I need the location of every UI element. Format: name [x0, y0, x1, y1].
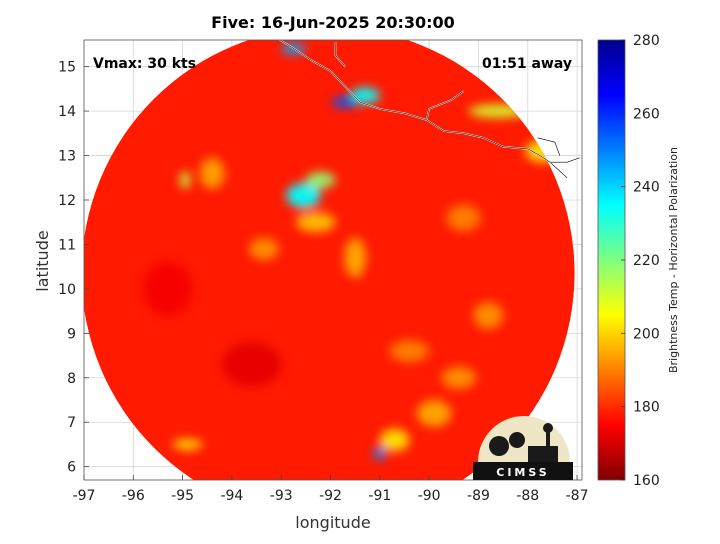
- y-tick-label: 14: [58, 104, 76, 120]
- colorbar-tick-label: 160: [633, 473, 660, 489]
- x-tick-label: -92: [319, 488, 342, 504]
- tb-feature: [296, 212, 336, 233]
- colorbar-label: Brightness Temp - Horizontal Polarizatio…: [667, 147, 680, 373]
- tb-feature: [286, 183, 321, 208]
- x-tick-label: -94: [220, 488, 243, 504]
- cimss-logo-bar: [473, 462, 573, 480]
- x-axis-label: longitude: [295, 513, 370, 532]
- tb-feature: [331, 96, 360, 108]
- cimss-logo-dish-1: [489, 436, 509, 456]
- cimss-logo-dish-2: [509, 432, 525, 448]
- tb-feature: [473, 302, 504, 329]
- y-tick-label: 11: [58, 237, 76, 253]
- tb-feature: [222, 342, 282, 387]
- colorbar-ticks: 280 260 240 220 200 180 160: [621, 33, 660, 489]
- coastline: [278, 40, 580, 179]
- colorbar-tick-label: 260: [633, 106, 660, 122]
- x-axis-ticks: -97 -96 -95 -94 -93 -92 -91 -90 -89 -88 -87: [73, 475, 589, 504]
- tb-feature: [379, 428, 410, 452]
- tb-feature: [373, 446, 386, 461]
- chart-title: Five: 16-Jun-2025 20:30:00: [211, 13, 455, 32]
- y-tick-label: 10: [58, 282, 76, 298]
- y-tick-label: 12: [58, 193, 76, 209]
- x-tick-label: -97: [73, 488, 96, 504]
- colorbar-tick-label: 220: [633, 253, 660, 269]
- tb-feature: [199, 157, 225, 189]
- coastline-path-outline: [426, 90, 464, 121]
- y-tick-label: 9: [67, 326, 76, 342]
- x-tick-label: -89: [467, 488, 490, 504]
- x-tick-label: -96: [122, 488, 145, 504]
- tb-feature: [446, 204, 481, 232]
- cimss-logo-building: [528, 446, 558, 462]
- time-away-label: 01:51 away: [482, 56, 572, 72]
- x-tick-label: -88: [516, 488, 539, 504]
- y-tick-label: 15: [58, 60, 76, 76]
- tb-feature: [305, 172, 336, 188]
- coastline-path-outline: [335, 42, 346, 67]
- coastline-path-outline: [279, 40, 568, 179]
- cimss-logo-tower: [546, 430, 550, 450]
- tb-feature: [344, 237, 367, 278]
- swath: [84, 40, 575, 480]
- cimss-logo-tower-top: [543, 423, 553, 433]
- plot-content: [84, 40, 580, 480]
- tb-feature: [143, 262, 193, 316]
- colorbar-tick-label: 240: [633, 180, 660, 196]
- y-axis-ticks: 6 7 8 9 10 11 12 13 14 15: [58, 60, 89, 476]
- y-tick-label: 7: [67, 415, 76, 431]
- x-tick-label: -91: [368, 488, 391, 504]
- y-axis-label: latitude: [33, 230, 52, 291]
- colorbar: [597, 39, 626, 481]
- vmax-label: Vmax: 30 kts: [93, 56, 196, 72]
- y-tick-label: 13: [58, 149, 76, 165]
- coastline-path-outline: [550, 157, 580, 163]
- colorbar-tick-label: 200: [633, 326, 660, 342]
- tb-feature: [416, 400, 452, 427]
- x-tick-label: -90: [418, 488, 441, 504]
- coastline-path-outline: [537, 137, 561, 156]
- tb-feature: [389, 340, 430, 363]
- cimss-logo: CIMSS: [473, 416, 573, 480]
- tb-feature: [172, 439, 203, 450]
- x-tick-label: -93: [270, 488, 293, 504]
- cimss-logo-text: CIMSS: [496, 466, 549, 479]
- tb-feature: [441, 366, 476, 389]
- tb-feature: [180, 171, 191, 189]
- colorbar-tick-label: 180: [633, 400, 660, 416]
- plot-frame: [83, 39, 583, 481]
- swath-disc: [84, 40, 575, 480]
- x-tick-label: -87: [566, 488, 589, 504]
- y-tick-label: 6: [67, 460, 76, 476]
- colorbar-tick-label: 280: [633, 33, 660, 49]
- tb-feature: [249, 237, 279, 260]
- x-tick-label: -95: [171, 488, 194, 504]
- y-tick-label: 8: [67, 371, 76, 387]
